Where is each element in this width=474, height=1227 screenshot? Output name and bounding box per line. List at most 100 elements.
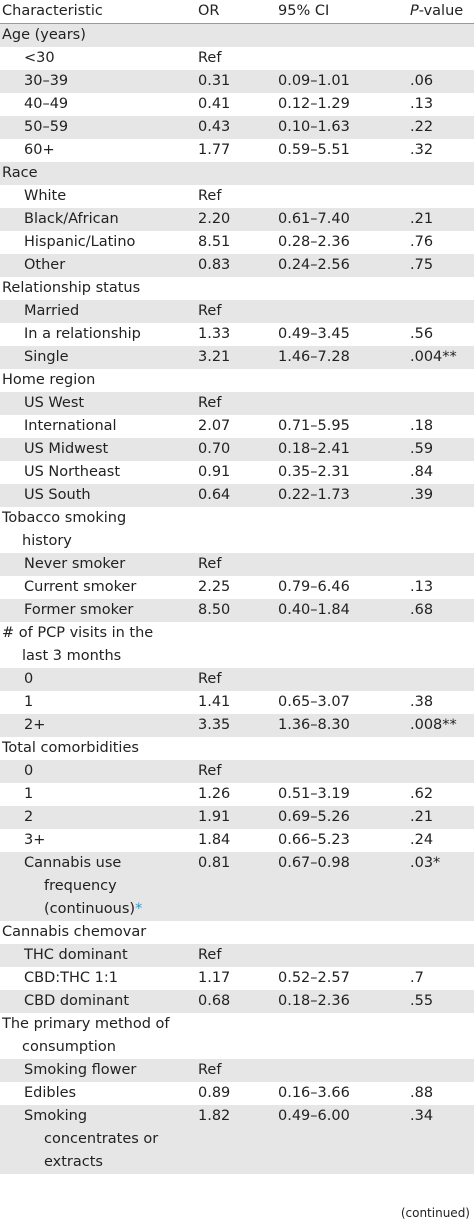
cell-text: .76 (410, 231, 474, 254)
cell-text: .21 (410, 806, 474, 829)
cell: 0.40–1.84 (276, 599, 408, 622)
cell: 0.49–3.45 (276, 323, 408, 346)
cell: Ref (196, 944, 276, 967)
text: 0.69–5.26 (278, 809, 350, 825)
table-row: 3+ 1.84 0.66–5.23 .24 (0, 829, 474, 852)
cell-text: Ref (198, 392, 276, 415)
cell-text: .39 (410, 484, 474, 507)
text: 0.64 (198, 487, 231, 503)
cell: 1.82 (196, 1105, 276, 1174)
text: .21 (410, 809, 434, 825)
cell-text: .18 (410, 415, 474, 438)
cell-text: US South (24, 484, 169, 507)
text: 0.43 (198, 119, 231, 135)
cell-text: <30 (24, 47, 169, 70)
cell-text: 2.07 (198, 415, 276, 438)
cell: 0.91 (196, 461, 276, 484)
text: 1.46–7.28 (278, 349, 350, 365)
cell-text: 1.41 (198, 691, 276, 714)
cell-text: In a relationship (24, 323, 169, 346)
table-row: 1 1.41 0.65–3.07 .38 (0, 691, 474, 714)
text: Total comorbidities (2, 740, 139, 756)
cell: US South (0, 484, 196, 507)
text: P (410, 3, 419, 19)
table-row: Black/African 2.20 0.61–7.40 .21 (0, 208, 474, 231)
cell-text: US Midwest (24, 438, 169, 461)
table-row: CBD:THC 1:1 1.17 0.52–2.57 .7 (0, 967, 474, 990)
text: * (135, 901, 143, 917)
cell: 0.65–3.07 (276, 691, 408, 714)
cell-text: CBD:THC 1:1 (24, 967, 169, 990)
cell-text: 0.18–2.41 (278, 438, 408, 461)
cell: Ref (196, 300, 276, 323)
cell-text: 3+ (24, 829, 169, 852)
table-row: Never smoker Ref (0, 553, 474, 576)
cell: .21 (408, 208, 474, 231)
cell: .13 (408, 93, 474, 116)
cell-text: .88 (410, 1082, 474, 1105)
cell: 3+ (0, 829, 196, 852)
cell: .18 (408, 415, 474, 438)
text: 1.17 (198, 970, 231, 986)
cell-text: .62 (410, 783, 474, 806)
text: Smoking concentrates or extracts (24, 1108, 159, 1170)
cell-text: .22 (410, 116, 474, 139)
text: 0.81 (198, 855, 231, 871)
cell-text: 0.31 (198, 70, 276, 93)
empty-cell (196, 277, 276, 300)
cell: .008** (408, 714, 474, 737)
text: Ref (198, 763, 222, 779)
empty-cell (276, 1013, 408, 1059)
cell: 1.91 (196, 806, 276, 829)
cell: US West (0, 392, 196, 415)
cell-text: Smoking flower (24, 1059, 169, 1082)
cell-text: 2 (24, 806, 169, 829)
text: Race (2, 165, 38, 181)
cell: 0.83 (196, 254, 276, 277)
cell: Smoking concentrates or extracts (0, 1105, 196, 1174)
cell: 1.41 (196, 691, 276, 714)
cell-text: 1.33 (198, 323, 276, 346)
cell-text: 0.22–1.73 (278, 484, 408, 507)
cell: 40–49 (0, 93, 196, 116)
cell-text: Other (24, 254, 169, 277)
text: 0.91 (198, 464, 231, 480)
cell: 1.26 (196, 783, 276, 806)
cell: .84 (408, 461, 474, 484)
text: .24 (410, 832, 434, 848)
cell-text: Home region (2, 369, 172, 392)
text: Cannabis use frequency (continuous) (24, 855, 136, 917)
cell-text: Current smoker (24, 576, 169, 599)
table-row: 50–59 0.43 0.10–1.63 .22 (0, 116, 474, 139)
cell: 0.35–2.31 (276, 461, 408, 484)
cell: 2.20 (196, 208, 276, 231)
text: 0.89 (198, 1085, 231, 1101)
table-row: 0 Ref (0, 668, 474, 691)
cell: 0.66–5.23 (276, 829, 408, 852)
cell-text: 0.49–6.00 (278, 1105, 408, 1128)
cell-text: Characteristic (2, 0, 172, 23)
section-title: Total comorbidities (0, 737, 196, 760)
text: .62 (410, 786, 434, 802)
footer: (continued) (400, 1206, 470, 1220)
text: 3.21 (198, 349, 231, 365)
text: 0.35–2.31 (278, 464, 350, 480)
section-title: The primary method of consumption (0, 1013, 196, 1059)
empty-cell (196, 1013, 276, 1059)
table-row: 0 Ref (0, 760, 474, 783)
text: US West (24, 395, 85, 411)
cell: 0.61–7.40 (276, 208, 408, 231)
empty-cell (408, 737, 474, 760)
cell: 1 (0, 691, 196, 714)
text: Home region (2, 372, 96, 388)
empty-cell (196, 921, 276, 944)
text: .21 (410, 211, 434, 227)
empty-cell (276, 921, 408, 944)
cell: Ref (196, 1059, 276, 1082)
cell-text: 0.68 (198, 990, 276, 1013)
table-row: 2 1.91 0.69–5.26 .21 (0, 806, 474, 829)
cell-text: 1 (24, 783, 169, 806)
text: Former smoker (24, 602, 134, 618)
cell: US Northeast (0, 461, 196, 484)
cell-text: 0 (24, 668, 169, 691)
